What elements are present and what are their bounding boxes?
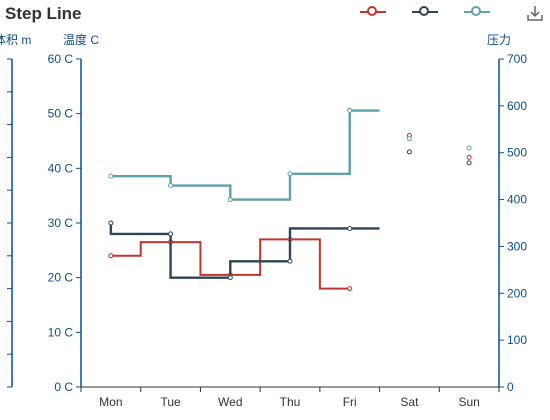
series-1-point bbox=[108, 253, 114, 259]
series-2-point bbox=[406, 149, 412, 155]
x-axis-tick-label: Sun bbox=[458, 395, 479, 409]
right-axis-tick-label: 200 bbox=[507, 286, 527, 300]
left-axis-name: 温度 C bbox=[63, 33, 100, 47]
x-axis-tick-label: Thu bbox=[280, 395, 301, 409]
right-axis-tick-label: 100 bbox=[507, 333, 527, 347]
legend-item-series-1[interactable] bbox=[360, 4, 386, 20]
series-3-point bbox=[287, 171, 293, 177]
x-axis-tick-label: Tue bbox=[160, 395, 181, 409]
x-axis-tick-label: Fri bbox=[343, 395, 357, 409]
left-axis-tick-label: 50 C bbox=[48, 107, 74, 121]
right-axis-name: 压力 bbox=[487, 33, 512, 47]
download-icon[interactable] bbox=[526, 4, 544, 22]
series-3-point bbox=[227, 197, 233, 203]
right-axis-tick-label: 500 bbox=[507, 146, 527, 160]
series-2-line bbox=[109, 223, 380, 279]
series-2 bbox=[108, 149, 472, 281]
x-axis-tick-label: Sat bbox=[400, 395, 419, 409]
x-axis-tick-label: Wed bbox=[218, 395, 242, 409]
legend bbox=[360, 4, 490, 20]
series-1 bbox=[108, 133, 472, 292]
legend-item-series-3[interactable] bbox=[464, 4, 490, 20]
series-3-point bbox=[108, 173, 114, 179]
right-axis-tick-label: 400 bbox=[507, 193, 527, 207]
series-2-point bbox=[287, 258, 293, 264]
series-1-point bbox=[347, 286, 353, 292]
chart-title: Step Line bbox=[5, 4, 82, 23]
series-2-point bbox=[108, 220, 114, 226]
series-3-point bbox=[466, 145, 472, 151]
series-3-point bbox=[168, 183, 174, 189]
left-axis-tick-label: 20 C bbox=[48, 271, 74, 285]
x-axis-tick-label: Mon bbox=[99, 395, 122, 409]
left-axis-tick-label: 0 C bbox=[54, 380, 73, 394]
series-3 bbox=[108, 108, 472, 203]
series-1-point bbox=[466, 154, 472, 160]
series-3-point bbox=[347, 108, 353, 114]
series-2-point bbox=[227, 275, 233, 281]
left-axis-tick-label: 40 C bbox=[48, 161, 74, 175]
series-3-line bbox=[110, 109, 380, 201]
right-axis-tick-label: 700 bbox=[507, 52, 527, 66]
series-3-point bbox=[406, 136, 412, 142]
left-axis-tick-label: 30 C bbox=[48, 216, 74, 230]
legend-item-series-2[interactable] bbox=[412, 4, 438, 20]
left-axis-tick-label: 60 C bbox=[48, 52, 74, 66]
right-axis-tick-label: 600 bbox=[507, 99, 527, 113]
right-axis-tick-label: 300 bbox=[507, 239, 527, 253]
series-2-point bbox=[168, 231, 174, 237]
left-axis-tick-label: 10 C bbox=[48, 325, 74, 339]
series-2-point bbox=[466, 160, 472, 166]
right-axis-tick-label: 0 bbox=[507, 380, 514, 394]
outer-left-axis-name: 体积 m bbox=[0, 33, 32, 47]
series-2-point bbox=[347, 225, 353, 231]
